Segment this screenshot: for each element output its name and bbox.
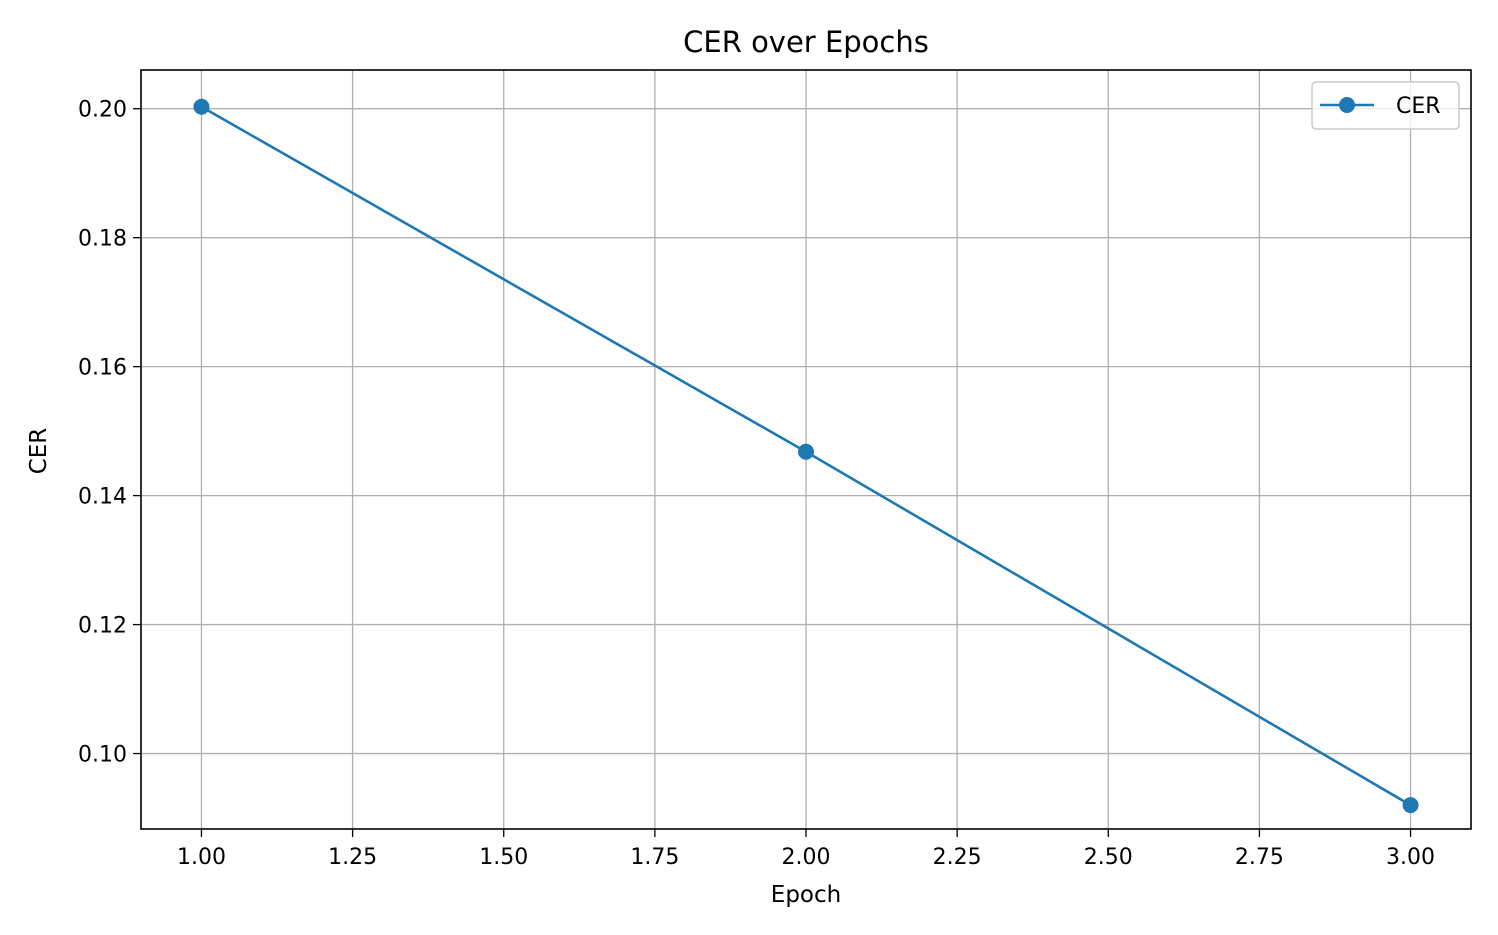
x-tick-label: 3.00: [1386, 845, 1435, 870]
y-tick-label: 0.18: [78, 227, 127, 252]
x-tick-label: 1.75: [630, 845, 679, 870]
x-tick-label: 2.75: [1235, 845, 1284, 870]
y-tick-label: 0.10: [78, 743, 127, 768]
grid-lines: [141, 70, 1471, 829]
chart-title: CER over Epochs: [683, 25, 929, 59]
series-layer: [193, 98, 1419, 814]
y-tick-label: 0.14: [78, 485, 127, 510]
legend-label-cer: CER: [1396, 94, 1441, 119]
x-tick-label: 2.25: [933, 845, 982, 870]
x-tick-label: 1.50: [479, 845, 528, 870]
y-tick-label: 0.20: [78, 98, 127, 123]
x-tick-label: 2.50: [1084, 845, 1133, 870]
x-tick-label: 1.25: [328, 845, 377, 870]
axis-ticks: 1.00 1.25 1.50 1.75 2.00 2.25 2.50 2.75 3.00 0.10…: [78, 98, 1435, 870]
y-axis-label: CER: [26, 428, 52, 475]
y-tick-label: 0.12: [78, 614, 127, 639]
data-point: [798, 443, 814, 460]
x-axis-label: Epoch: [771, 882, 841, 908]
x-tick-label: 2.00: [782, 845, 831, 870]
y-tick-label: 0.16: [78, 356, 127, 381]
legend: CER: [1311, 81, 1460, 130]
x-tick-label: 1.00: [177, 845, 226, 870]
data-point: [193, 98, 210, 115]
legend-box: [1311, 81, 1460, 130]
legend-series-marker: [1339, 97, 1355, 113]
data-point: [1402, 797, 1419, 814]
